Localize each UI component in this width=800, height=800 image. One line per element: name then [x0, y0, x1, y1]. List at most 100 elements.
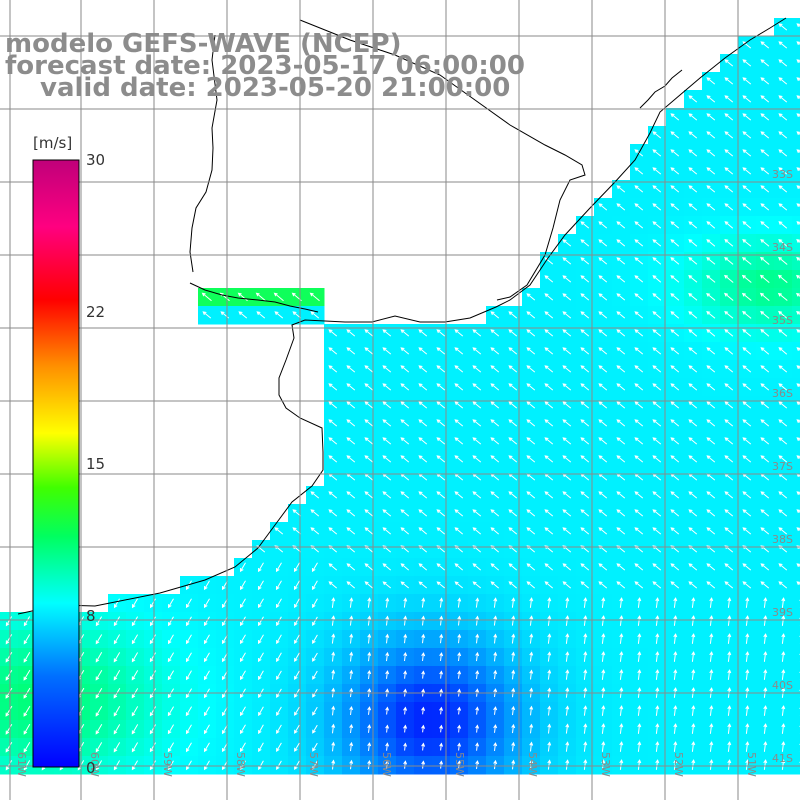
wind-arrow	[382, 329, 392, 337]
wind-arrow	[778, 563, 788, 571]
wind-arrow	[131, 634, 139, 645]
wind-arrow	[673, 723, 678, 734]
wind-arrow	[673, 705, 678, 716]
sea-cell	[792, 36, 800, 55]
wind-arrow	[691, 615, 696, 626]
wind-arrow	[760, 455, 770, 463]
wind-arrow	[670, 239, 680, 247]
wind-arrow	[652, 329, 662, 337]
wind-arrow	[167, 616, 174, 627]
wind-arrow	[364, 365, 374, 373]
wind-arrow	[529, 633, 534, 644]
wind-arrow	[670, 455, 680, 463]
wind-arrow	[673, 633, 678, 644]
wind-arrow	[763, 741, 768, 752]
wind-arrow	[691, 741, 696, 752]
wind-arrow	[149, 742, 157, 753]
wind-arrow	[346, 509, 356, 517]
wind-arrow	[403, 597, 408, 608]
wind-arrow	[760, 437, 770, 445]
wind-arrow	[637, 741, 642, 752]
wind-arrow	[742, 77, 752, 85]
wind-arrow	[367, 759, 372, 770]
wind-arrow	[778, 437, 788, 445]
wind-arrow	[472, 509, 482, 517]
wind-arrow	[583, 705, 588, 716]
wind-arrow	[436, 329, 446, 337]
wind-arrow	[652, 275, 662, 283]
lon-label: 61W	[15, 752, 28, 777]
wind-arrow	[724, 383, 734, 391]
wind-arrow	[777, 292, 788, 301]
wind-arrow	[493, 742, 498, 751]
wind-arrow	[475, 742, 480, 751]
wind-arrow	[293, 562, 300, 573]
wind-arrow	[598, 563, 608, 571]
wind-arrow	[511, 615, 516, 626]
wind-arrow	[760, 329, 770, 337]
wind-arrow	[257, 580, 264, 591]
wind-arrow	[688, 383, 698, 391]
wind-arrow	[562, 293, 572, 301]
wind-arrow	[454, 437, 464, 445]
wind-arrow	[706, 347, 716, 355]
wind-arrow	[239, 724, 246, 735]
wind-arrow	[778, 203, 788, 211]
wind-arrow	[616, 347, 626, 355]
wind-arrow	[598, 437, 608, 445]
wind-arrow	[185, 724, 192, 735]
wind-arrow	[490, 455, 500, 463]
wind-arrow	[239, 670, 246, 681]
coastline-lagoon	[639, 69, 683, 109]
wind-arrow	[203, 616, 210, 627]
wind-arrow	[490, 401, 500, 409]
wind-arrow	[565, 633, 570, 644]
wind-arrow	[742, 59, 752, 67]
wind-arrow	[724, 311, 734, 319]
wind-arrow	[724, 455, 734, 463]
wind-arrow	[131, 598, 138, 609]
lat-label: 39S	[772, 606, 793, 619]
sea-cell	[792, 252, 800, 271]
wind-arrow	[454, 347, 464, 355]
wind-arrow	[382, 419, 392, 427]
wind-arrow	[580, 509, 590, 517]
wind-arrow	[544, 581, 554, 589]
sea-cell	[792, 342, 800, 361]
wind-arrow	[364, 419, 374, 427]
wind-arrow	[421, 597, 426, 608]
wind-arrow	[742, 581, 752, 589]
wind-arrow	[529, 741, 534, 752]
wind-arrow	[493, 633, 498, 644]
wind-arrow	[508, 401, 518, 409]
wind-arrow	[652, 203, 662, 211]
wind-arrow	[312, 760, 318, 770]
wind-arrow	[367, 597, 372, 608]
wind-arrow	[436, 419, 446, 427]
wind-arrow	[457, 670, 462, 679]
wind-arrow	[727, 759, 732, 770]
wind-arrow	[706, 419, 716, 427]
wind-arrow	[796, 274, 800, 279]
wind-arrow	[23, 760, 31, 771]
wind-arrow	[724, 437, 734, 445]
wind-arrow	[364, 455, 374, 463]
wind-arrow	[508, 563, 518, 571]
wind-arrow	[511, 705, 516, 716]
lon-label: 58W	[234, 752, 247, 777]
wind-arrow	[727, 669, 732, 680]
wind-arrow	[544, 509, 554, 517]
wind-arrow	[5, 616, 13, 627]
wind-arrow	[257, 634, 264, 645]
wind-arrow	[652, 167, 662, 175]
wind-arrow	[403, 633, 408, 644]
wind-arrow	[760, 221, 770, 229]
wind-arrow	[258, 670, 264, 681]
wind-arrow	[688, 203, 698, 211]
wind-arrow	[727, 705, 732, 716]
wind-arrow	[724, 365, 734, 373]
lat-label: 38S	[772, 533, 793, 546]
wind-arrow	[670, 527, 680, 535]
wind-arrow	[331, 633, 336, 644]
wind-arrow	[95, 616, 103, 627]
